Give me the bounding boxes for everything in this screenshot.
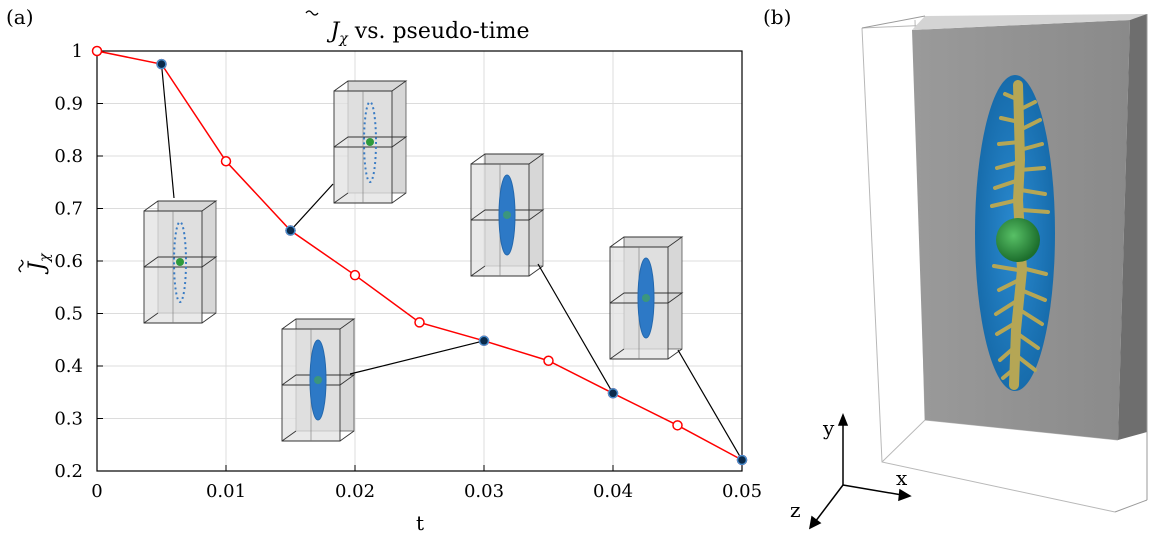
y-tick-label: 0.7 <box>54 199 83 220</box>
inset-connector <box>160 64 175 199</box>
y-ticks: 0.2 0.3 0.4 0.5 0.6 0.7 0.8 0.9 1 <box>54 41 103 482</box>
chart-title-tilde <box>305 10 319 16</box>
x-tick-label: 0 <box>91 481 102 502</box>
y-tick-label: 0.9 <box>54 94 83 115</box>
data-point <box>91 45 103 57</box>
x-tick-label: 0.03 <box>464 481 504 502</box>
highlighted-point <box>607 388 619 399</box>
inset-box-thumbnail <box>333 80 408 204</box>
y-tick-label: 0.6 <box>54 251 83 272</box>
axis-label-x: x <box>896 466 908 490</box>
highlighted-point <box>478 335 490 347</box>
panel-b-3d-view: y x z <box>790 14 1148 530</box>
y-axis-label-subscript: χ <box>37 252 53 263</box>
x-axis-label: t <box>416 511 424 535</box>
data-point <box>220 156 232 167</box>
highlighted-point <box>736 454 748 466</box>
chart-title-symbol: J <box>326 19 340 44</box>
inset-box-thumbnail <box>609 236 684 360</box>
y-tick-label: 0.2 <box>54 461 83 482</box>
x-tick-label: 0.02 <box>335 481 375 502</box>
y-axis-label: Jχ <box>18 252 53 275</box>
data-point <box>672 420 683 431</box>
chart-panel-a: Jχ vs. pseudo-time 0 0.01 0.02 0.03 0.04 0.05… <box>18 10 762 535</box>
y-tick-label: 0.8 <box>54 146 83 167</box>
grey-slab-top <box>912 14 1147 30</box>
x-ticks: 0 0.01 0.02 0.03 0.04 0.05 <box>91 465 762 502</box>
panel-label-b: (b) <box>763 5 791 29</box>
grey-slab-side <box>1118 14 1147 440</box>
green-sphere <box>996 218 1040 262</box>
y-tick-label: 0.4 <box>54 356 83 377</box>
x-tick-label: 0.05 <box>722 481 762 502</box>
chart-title-subscript: χ <box>338 31 349 47</box>
svg-text:Jχ: Jχ <box>25 252 53 275</box>
bounding-box-front-edges <box>861 14 1148 513</box>
inset-connector <box>537 263 614 394</box>
inset-box-thumbnail <box>143 200 218 324</box>
axis-label-z: z <box>790 498 801 522</box>
data-point <box>543 355 554 366</box>
axis-label-y: y <box>822 416 835 440</box>
highlighted-point <box>285 225 296 236</box>
y-tick-label: 0.5 <box>54 304 83 325</box>
inset-connector <box>290 183 334 231</box>
insets <box>143 80 684 442</box>
inset-box-thumbnail <box>281 318 356 442</box>
inset-connectors <box>160 64 743 461</box>
chart-title: Jχ vs. pseudo-time <box>326 19 529 47</box>
y-axis-label-symbol: J <box>25 261 50 275</box>
chart-title-text: vs. pseudo-time <box>348 19 530 44</box>
x-tick-label: 0.01 <box>206 481 246 502</box>
y-tick-label: 0.3 <box>54 409 83 430</box>
inset-connector <box>349 340 485 375</box>
series-1 <box>91 45 748 466</box>
y-tick-label: 1 <box>72 41 83 62</box>
x-tick-label: 0.04 <box>593 481 633 502</box>
data-point <box>414 317 425 328</box>
inset-box-thumbnail <box>470 153 545 277</box>
data-point <box>349 269 361 281</box>
orientation-axes <box>808 412 912 530</box>
inset-connector <box>677 349 743 461</box>
highlighted-point <box>156 58 167 70</box>
dendritic-tree <box>990 80 1050 390</box>
panel-label-a: (a) <box>6 5 34 29</box>
